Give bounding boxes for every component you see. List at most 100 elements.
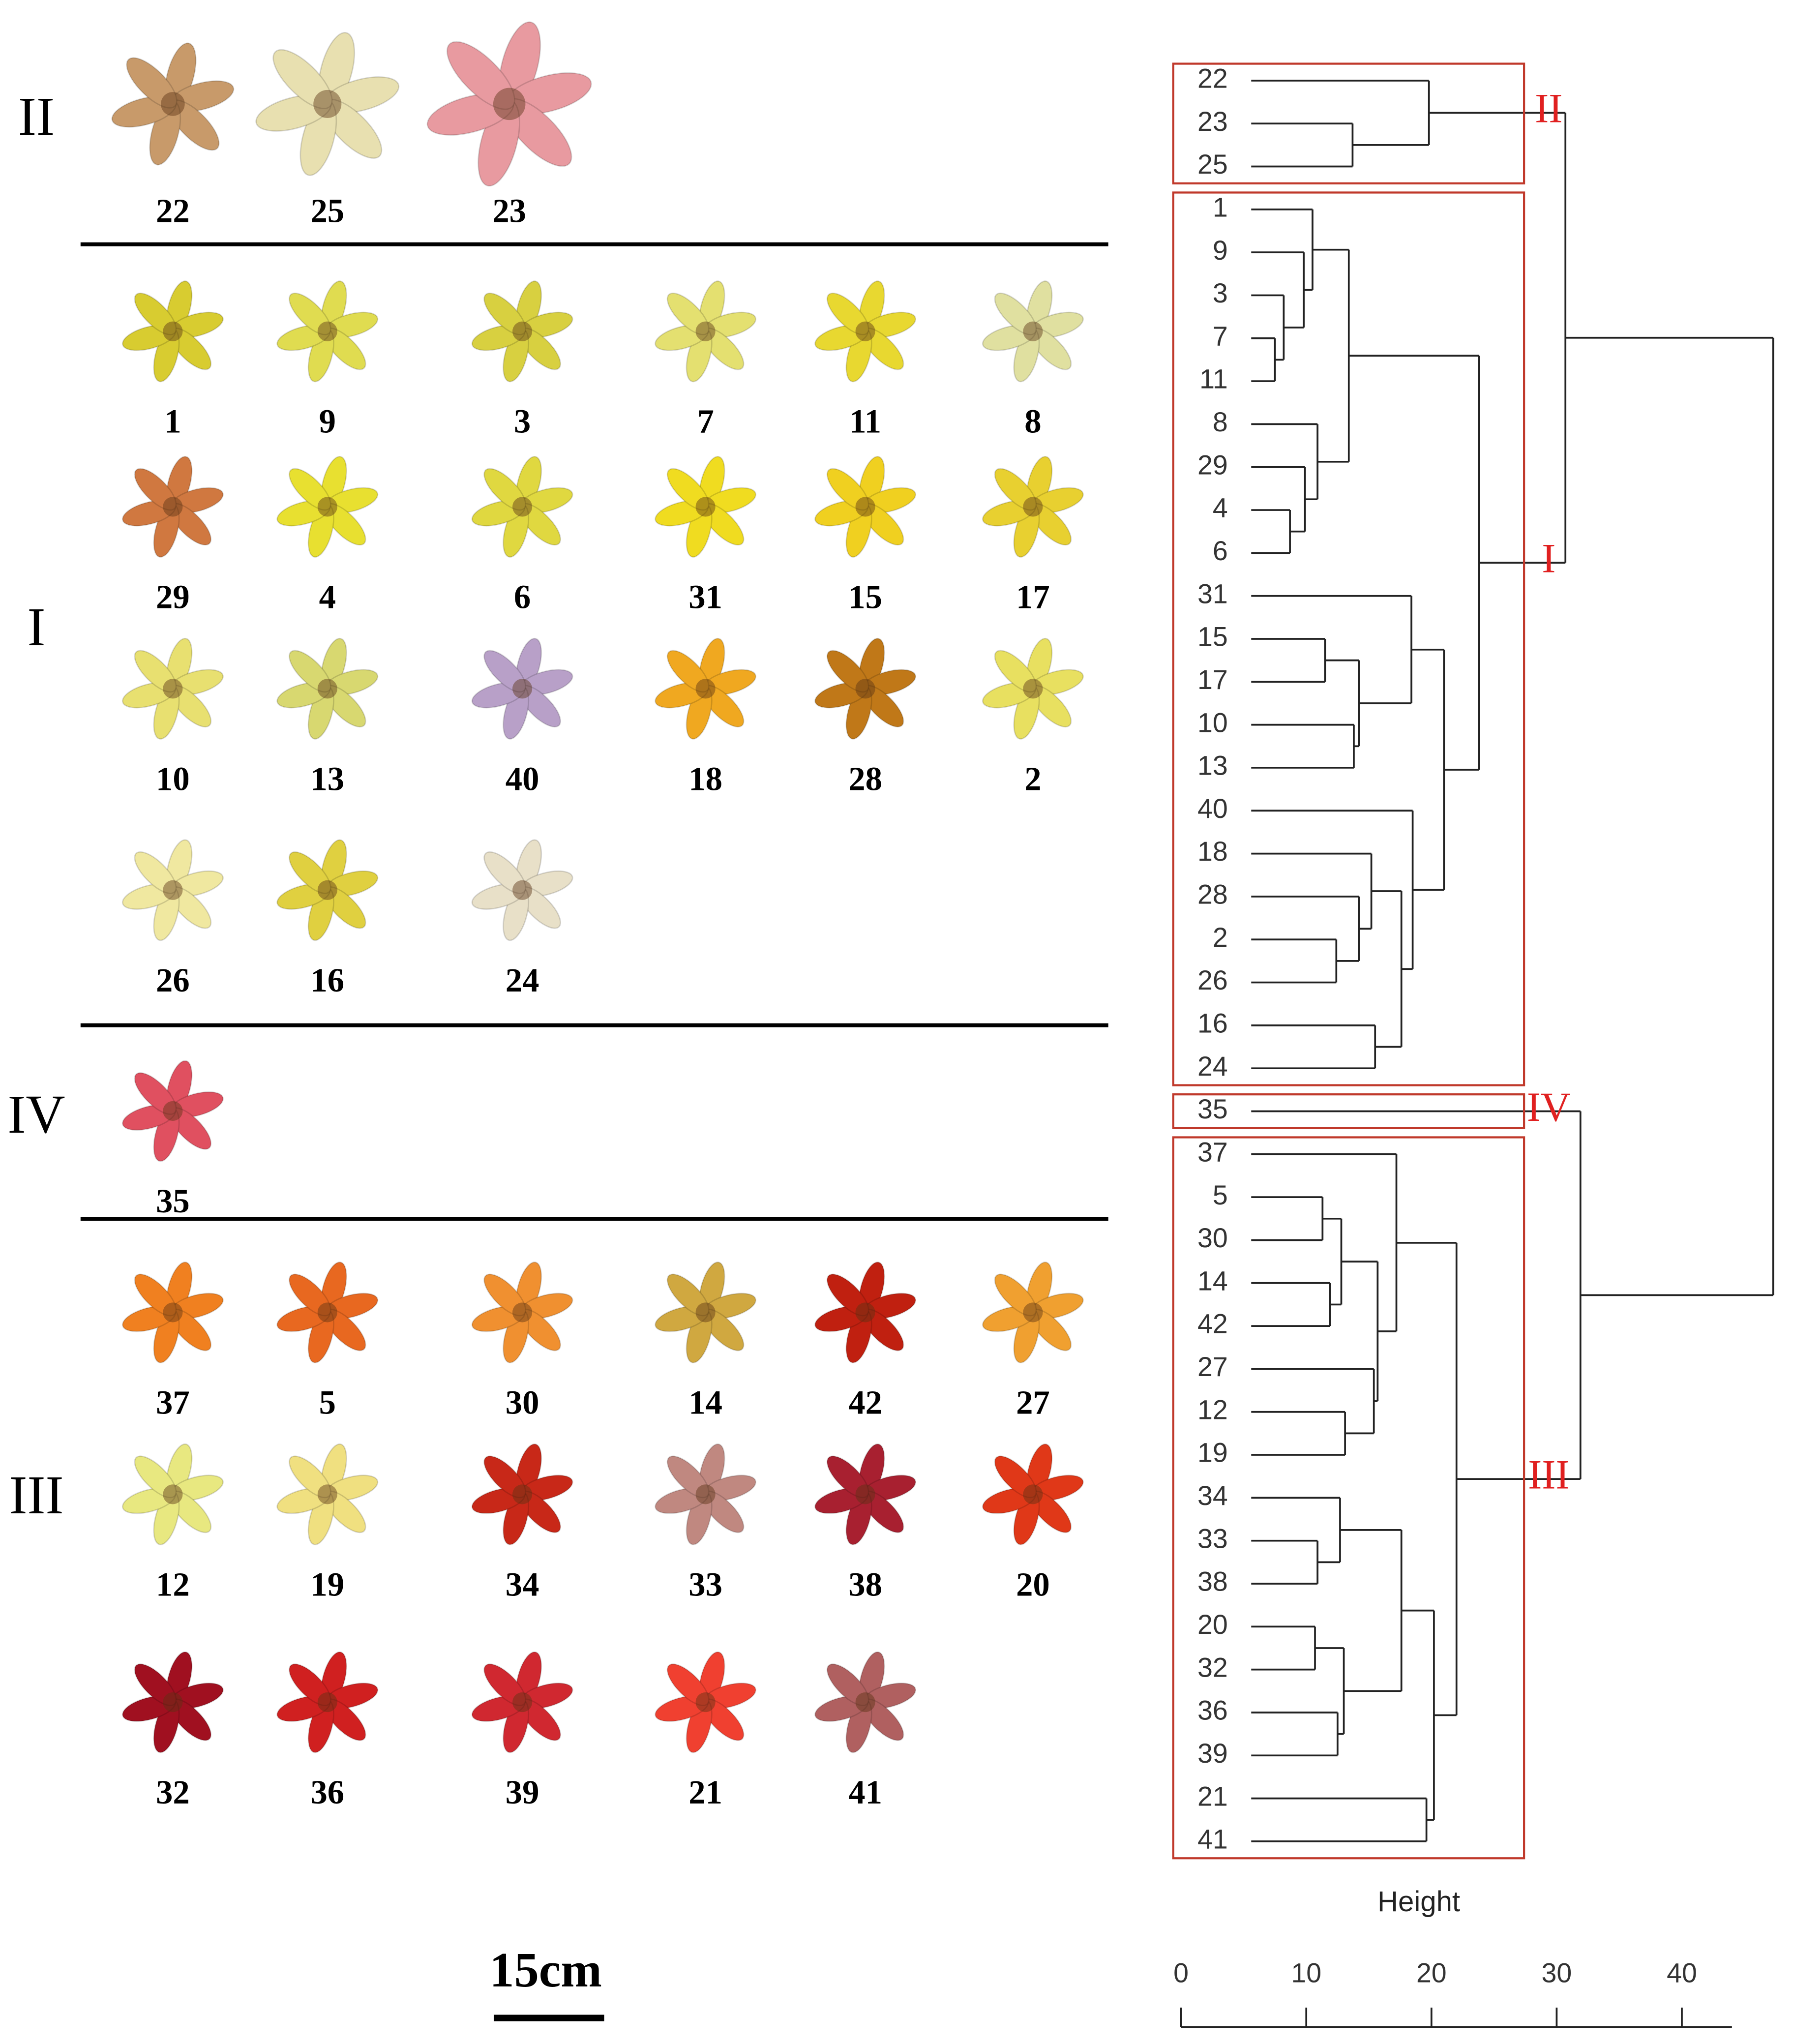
flower <box>426 21 592 187</box>
leaf-label: 24 <box>1197 1051 1228 1082</box>
flower-label: 26 <box>156 962 190 999</box>
flower <box>121 1651 224 1753</box>
flower-label: 35 <box>156 1182 190 1220</box>
flower <box>121 455 224 558</box>
petal <box>826 292 869 335</box>
petal <box>288 292 331 335</box>
flower-label: 21 <box>688 1773 722 1811</box>
flower <box>121 839 224 941</box>
flower <box>471 637 573 740</box>
flower <box>655 455 757 558</box>
flower-center <box>512 321 533 341</box>
petal <box>826 1663 869 1706</box>
petal <box>483 1273 526 1317</box>
petal <box>288 468 331 511</box>
flower-label: 22 <box>156 192 190 230</box>
flower-label: 23 <box>492 192 526 230</box>
flower-center <box>855 679 875 699</box>
flower-label: 29 <box>156 578 190 615</box>
flower-label: 32 <box>156 1773 190 1811</box>
flower-label: 34 <box>506 1565 539 1603</box>
petal <box>826 650 869 693</box>
leaf-label: 29 <box>1197 450 1228 480</box>
flower-label: 7 <box>697 403 714 440</box>
x-tick-label: 0 <box>1173 1958 1189 1988</box>
flower <box>276 1443 379 1545</box>
flower-label: 30 <box>506 1383 539 1421</box>
flower-label: 9 <box>319 403 336 440</box>
petal <box>134 851 177 894</box>
flower <box>471 280 573 383</box>
leaf-label: 8 <box>1213 407 1228 437</box>
flower-label: 5 <box>319 1383 336 1421</box>
petal <box>994 650 1037 693</box>
flower-label: 12 <box>156 1565 190 1603</box>
petal <box>666 468 710 511</box>
leaf-label: 40 <box>1197 793 1228 824</box>
flower-label: 17 <box>1016 578 1050 615</box>
group-label: III <box>9 1465 64 1526</box>
flower <box>276 280 379 383</box>
flower <box>814 455 917 558</box>
flower <box>982 637 1084 740</box>
flower <box>276 1651 379 1753</box>
flower-center <box>695 679 716 699</box>
flower-label: 16 <box>310 962 344 999</box>
flower-center <box>512 1692 533 1713</box>
cluster-box <box>1172 62 1525 184</box>
petal <box>288 1273 331 1317</box>
flower-label: 24 <box>506 962 539 999</box>
flower-center <box>695 1302 716 1323</box>
flower-label: 2 <box>1024 760 1041 797</box>
flower <box>655 1262 757 1363</box>
flower-center <box>163 1692 183 1713</box>
flower <box>814 1262 917 1363</box>
flower-label: 25 <box>310 192 344 230</box>
flower-label: 14 <box>688 1383 722 1421</box>
group-label: IV <box>7 1084 65 1145</box>
petal <box>826 1273 869 1317</box>
scale-label: 15cm <box>489 1943 602 1997</box>
leaf-label: 16 <box>1197 1008 1228 1039</box>
petal <box>826 1455 869 1499</box>
petal <box>483 1455 526 1499</box>
flower-center <box>1023 679 1043 699</box>
cluster-label: III <box>1528 1452 1569 1498</box>
flower <box>471 455 573 558</box>
flower-center <box>855 1484 875 1504</box>
flower <box>655 280 757 383</box>
flower-center <box>1023 321 1043 341</box>
flower-center <box>855 321 875 341</box>
petal <box>134 1455 177 1499</box>
flower-label: 20 <box>1016 1565 1050 1603</box>
flower-center <box>512 679 533 699</box>
flower-center <box>695 321 716 341</box>
flower-label: 10 <box>156 760 190 797</box>
leaf-label: 31 <box>1197 578 1228 609</box>
leaf-label: 22 <box>1197 63 1228 94</box>
leaf-label: 26 <box>1197 965 1228 995</box>
flower-center <box>163 1101 183 1121</box>
leaf-label: 34 <box>1197 1480 1228 1511</box>
cluster-box <box>1172 1136 1525 1860</box>
flower <box>655 1443 757 1545</box>
petal <box>446 41 515 110</box>
flower-center <box>163 321 183 341</box>
flower-label: 8 <box>1024 403 1041 440</box>
flower-center <box>512 880 533 900</box>
flower <box>121 1443 224 1545</box>
flower <box>655 1651 757 1753</box>
leaf-label: 4 <box>1213 493 1228 523</box>
leaf-label: 12 <box>1197 1394 1228 1425</box>
leaf-label: 2 <box>1213 922 1228 953</box>
flower <box>814 637 917 740</box>
x-tick-label: 20 <box>1416 1958 1447 1988</box>
flower <box>276 839 379 941</box>
flower-center <box>695 497 716 517</box>
flower-label: 27 <box>1016 1383 1050 1421</box>
x-tick-label: 30 <box>1542 1958 1572 1988</box>
flower <box>121 1060 224 1162</box>
leaf-label: 39 <box>1197 1738 1228 1769</box>
flower-center <box>512 497 533 517</box>
leaf-label: 33 <box>1197 1523 1228 1554</box>
